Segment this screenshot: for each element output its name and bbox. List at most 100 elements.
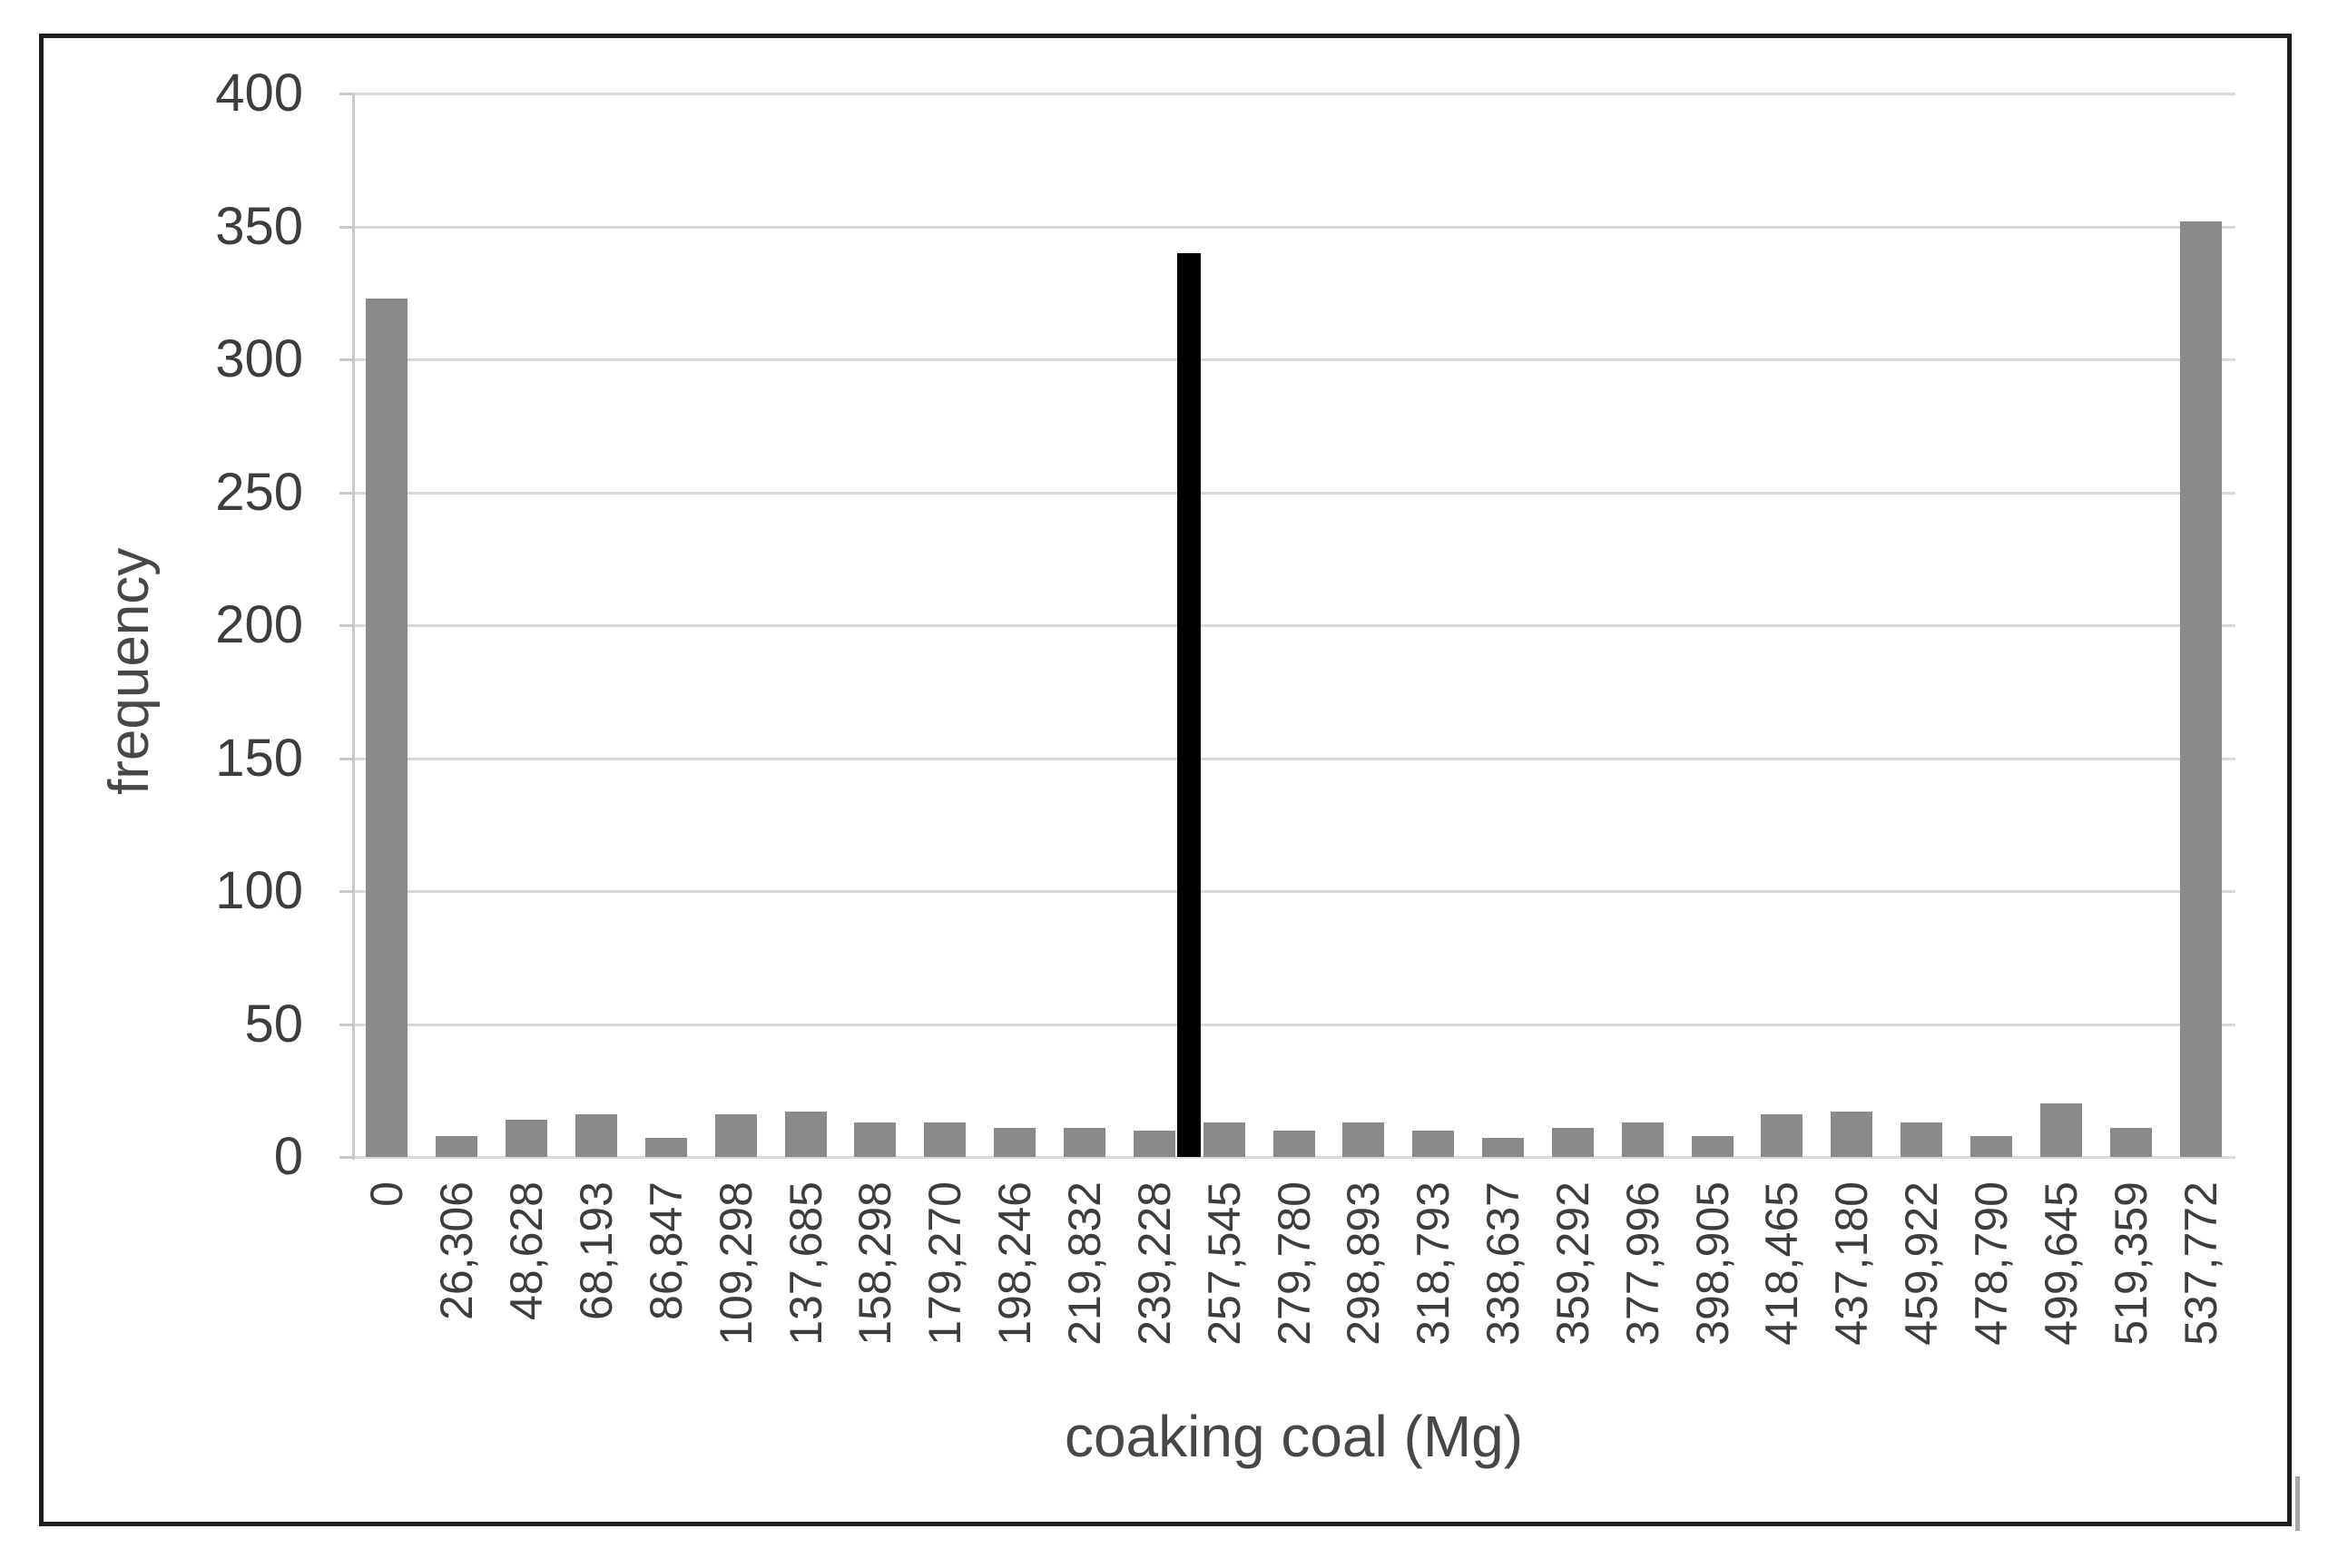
x-tick-label-text: 437,180 [1826, 1181, 1878, 1346]
x-tick-label-338637: 338,637 [1478, 1181, 1528, 1454]
bar-239228 [1133, 1130, 1175, 1157]
x-tick-label-318793: 318,793 [1408, 1181, 1459, 1454]
y-tick-label-50: 50 [244, 994, 303, 1054]
bar-459922 [1901, 1122, 1943, 1157]
bar-537772 [2179, 220, 2222, 1157]
bar-86847 [644, 1138, 687, 1157]
bar-0 [366, 298, 408, 1157]
scan-artifact-mark [2295, 1476, 2300, 1531]
x-tick-label-377996: 377,996 [1616, 1181, 1668, 1454]
x-tick-label-257545: 257,545 [1198, 1181, 1250, 1454]
bar-219832 [1063, 1127, 1105, 1157]
y-axis-tick-150 [339, 757, 352, 760]
y-tick-label-150: 150 [215, 728, 303, 788]
x-tick-label-537772: 537,772 [2175, 1181, 2226, 1454]
x-tick-label-text: 257,545 [1198, 1181, 1250, 1346]
x-tick-label-text: 86,847 [640, 1181, 692, 1320]
y-axis-tick-250 [339, 491, 352, 495]
y-tick-label-100: 100 [215, 861, 303, 920]
y-axis-tick-0 [339, 1156, 352, 1159]
x-tick-label-179270: 179,270 [919, 1181, 971, 1454]
bar-359292 [1551, 1127, 1594, 1157]
x-tick-label-text: 239,228 [1128, 1181, 1180, 1346]
x-tick-label-text: 318,793 [1408, 1181, 1459, 1346]
x-tick-label-298893: 298,893 [1338, 1181, 1390, 1454]
y-tick-label-0: 0 [273, 1127, 303, 1186]
bar-48628 [506, 1119, 548, 1157]
x-tick-label-137685: 137,685 [780, 1181, 831, 1454]
gridline-400 [352, 93, 2235, 95]
x-tick-label-text: 68,193 [570, 1181, 622, 1320]
bar-338637 [1482, 1138, 1525, 1157]
bar-437180 [1831, 1112, 1873, 1157]
y-axis-title: frequency [98, 547, 161, 795]
x-tick-label-48628: 48,628 [501, 1181, 552, 1454]
gridline-250 [352, 491, 2235, 495]
x-axis-title: coaking coal (Mg) [1064, 1404, 1524, 1469]
x-tick-label-239228: 239,228 [1128, 1181, 1180, 1454]
gridline-150 [352, 757, 2235, 760]
y-axis-line [352, 93, 355, 1160]
bar-68193 [575, 1114, 617, 1157]
x-tick-label-359292: 359,292 [1547, 1181, 1598, 1454]
x-tick-label-text: 219,832 [1058, 1181, 1110, 1346]
gridline-350 [352, 225, 2235, 229]
y-axis-tick-350 [339, 225, 352, 229]
x-tick-label-text: 359,292 [1547, 1181, 1598, 1346]
gridline-200 [352, 624, 2235, 627]
y-tick-label-350: 350 [215, 196, 303, 256]
y-axis-tick-300 [339, 358, 352, 361]
y-axis-tick-100 [339, 890, 352, 893]
bar-26306 [436, 1135, 478, 1157]
gridline-300 [352, 358, 2235, 361]
x-tick-label-text: 499,645 [2035, 1181, 2087, 1346]
gridline-100 [352, 890, 2235, 893]
x-tick-label-68193: 68,193 [570, 1181, 622, 1454]
x-tick-label-499645: 499,645 [2035, 1181, 2087, 1454]
x-tick-label-text: 377,996 [1616, 1181, 1668, 1346]
gridline-50 [352, 1023, 2235, 1026]
bar-519359 [2109, 1127, 2152, 1157]
y-tick-label-300: 300 [215, 329, 303, 388]
x-tick-label-text: 398,905 [1686, 1181, 1738, 1346]
x-tick-label-text: 179,270 [919, 1181, 971, 1346]
x-tick-label-text: 158,298 [850, 1181, 901, 1346]
y-axis-tick-50 [339, 1023, 352, 1026]
x-tick-label-text: 459,922 [1896, 1181, 1948, 1346]
figure-border-frame [39, 34, 2292, 1526]
bar-198246 [994, 1127, 1036, 1157]
x-tick-label-text: 0 [361, 1181, 413, 1207]
bar-418465 [1761, 1114, 1803, 1157]
x-tick-label-219832: 219,832 [1058, 1181, 1110, 1454]
x-tick-label-109298: 109,298 [711, 1181, 761, 1454]
x-tick-label-478790: 478,790 [1966, 1181, 2018, 1454]
bar-499645 [2039, 1103, 2082, 1157]
bar-109298 [714, 1114, 757, 1157]
x-tick-label-text: 279,780 [1268, 1181, 1320, 1346]
x-tick-label-519359: 519,359 [2105, 1181, 2156, 1454]
bar-377996 [1621, 1122, 1664, 1157]
x-tick-label-437180: 437,180 [1826, 1181, 1878, 1454]
x-tick-label-86847: 86,847 [640, 1181, 692, 1454]
bar-398905 [1691, 1135, 1734, 1157]
bar-158298 [854, 1122, 897, 1157]
bar-257545 [1203, 1122, 1245, 1157]
x-tick-label-158298: 158,298 [850, 1181, 901, 1454]
x-tick-label-398905: 398,905 [1686, 1181, 1738, 1454]
x-tick-label-text: 298,893 [1338, 1181, 1390, 1346]
bar-478790 [1970, 1135, 2013, 1157]
x-tick-label-text: 537,772 [2175, 1181, 2226, 1346]
highlight-bar [1177, 252, 1202, 1157]
bar-318793 [1412, 1130, 1455, 1157]
gridline-0 [352, 1156, 2235, 1159]
x-tick-label-text: 478,790 [1966, 1181, 2018, 1346]
y-tick-label-400: 400 [215, 64, 303, 122]
x-tick-label-text: 137,685 [780, 1181, 831, 1346]
x-tick-label-459922: 459,922 [1896, 1181, 1948, 1454]
x-tick-label-0: 0 [361, 1181, 413, 1454]
y-axis-tick-400 [339, 93, 352, 95]
x-tick-label-198246: 198,246 [989, 1181, 1040, 1454]
x-tick-label-text: 519,359 [2105, 1181, 2156, 1346]
x-tick-label-26306: 26,306 [431, 1181, 482, 1454]
